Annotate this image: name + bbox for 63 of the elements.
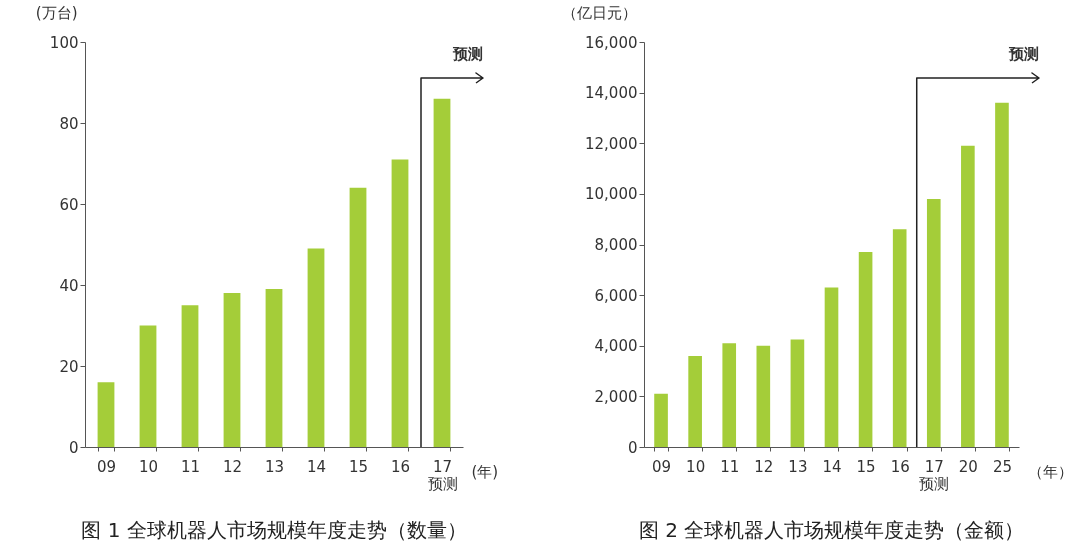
x-tick-label: 11: [720, 457, 740, 476]
x-tick-label: 10: [686, 457, 706, 476]
y-tick-label: 100: [49, 33, 79, 52]
x-tick-label: 09: [96, 457, 117, 476]
bar: [223, 293, 241, 447]
bar: [139, 325, 157, 447]
bar: [391, 159, 409, 447]
x-tick-label: 12: [222, 457, 243, 476]
y-tick-label: 80: [59, 114, 79, 133]
bar: [892, 229, 907, 447]
bar: [688, 355, 702, 447]
y-tick-label: 60: [59, 195, 79, 214]
bar: [97, 382, 115, 447]
y-tick-label: 0: [627, 438, 638, 457]
y-tick-label: 20: [59, 357, 79, 376]
y-tick-label: 2,000: [594, 387, 638, 406]
bar: [654, 393, 668, 447]
x-tick-label: 17 预测: [427, 457, 458, 493]
x-tick-label: 10: [138, 457, 159, 476]
x-tick-label: 17 预测: [919, 457, 950, 493]
y-tick-label: 12,000: [585, 134, 638, 153]
y-tick-label: 40: [59, 276, 79, 295]
ref-line-label: 预测: [1008, 45, 1039, 63]
y-tick-label: 8,000: [594, 236, 638, 254]
x-tick-label: 15: [348, 457, 369, 476]
x-tick-label: 13: [788, 457, 808, 476]
x-axis-title: （年）: [1027, 462, 1073, 481]
bar: [824, 287, 839, 447]
bar: [349, 187, 367, 447]
bar: [858, 252, 873, 447]
y-tick-label: 6,000: [594, 286, 638, 305]
x-axis-title: (年): [471, 462, 499, 481]
text: 图 2 全球机器人市场规模年度走势（金额）: [638, 518, 1025, 542]
bar: [433, 98, 451, 447]
y-axis-title: (万台): [35, 3, 78, 22]
bar: [961, 145, 975, 447]
x-tick-label: 25: [992, 457, 1012, 476]
x-tick-label: 13: [264, 457, 285, 476]
x-tick-label: 09: [652, 457, 672, 476]
bar: [995, 102, 1009, 447]
bar: [181, 305, 199, 447]
y-axis-title: （亿日元）: [561, 3, 637, 22]
x-tick-label: 11: [180, 457, 201, 476]
x-tick-label: 15: [856, 457, 876, 476]
text: 图 1 全球机器人市场规模年度走势（数量）: [81, 518, 467, 542]
ref-line-label: 预测: [452, 45, 483, 63]
bar: [307, 248, 325, 447]
y-tick-label: 0: [68, 438, 79, 457]
y-tick-label: 4,000: [594, 337, 638, 356]
y-tick-label: 14,000: [585, 84, 638, 103]
bar: [926, 198, 941, 447]
x-tick-label: 14: [306, 457, 327, 476]
bar: [265, 289, 283, 447]
x-tick-label: 14: [822, 457, 842, 476]
x-tick-label: 12: [754, 457, 774, 476]
bar: [790, 339, 805, 447]
bar: [756, 345, 771, 447]
bar: [722, 343, 737, 447]
y-tick-label: 10,000: [585, 185, 638, 204]
x-tick-label: 20: [958, 457, 978, 476]
x-tick-label: 16: [390, 457, 411, 476]
x-tick-label: 16: [890, 457, 910, 476]
y-tick-label: 16,000: [585, 33, 638, 52]
